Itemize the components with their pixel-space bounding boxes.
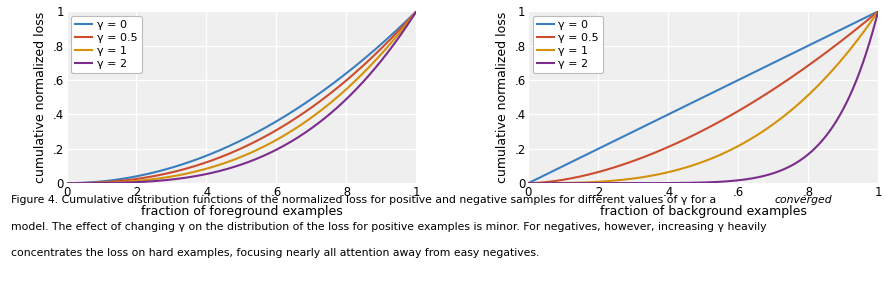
Text: model. The effect of changing γ on the distribution of the loss for positive exa: model. The effect of changing γ on the d… bbox=[11, 222, 766, 231]
γ = 0.5 bbox=[301, 109, 312, 112]
γ = 2 bbox=[334, 104, 345, 107]
γ = 0 bbox=[61, 181, 72, 185]
γ = 2 bbox=[795, 158, 805, 161]
γ = 0.5 bbox=[523, 181, 533, 185]
Y-axis label: cumulative normalized loss: cumulative normalized loss bbox=[34, 12, 47, 183]
γ = 2 bbox=[676, 181, 687, 185]
Legend: γ = 0, γ = 0.5, γ = 1, γ = 2: γ = 0, γ = 0.5, γ = 1, γ = 2 bbox=[71, 16, 142, 73]
γ = 2 bbox=[558, 181, 569, 185]
γ = 0 bbox=[558, 164, 569, 167]
Line: γ = 0: γ = 0 bbox=[528, 11, 877, 183]
γ = 0.5 bbox=[762, 91, 773, 94]
γ = 0 bbox=[795, 47, 805, 51]
γ = 0 bbox=[410, 10, 421, 13]
γ = 0 bbox=[872, 10, 882, 13]
γ = 1 bbox=[334, 94, 345, 97]
γ = 1 bbox=[558, 181, 569, 185]
γ = 0.5 bbox=[340, 79, 351, 83]
γ = 1 bbox=[801, 94, 812, 98]
γ = 2 bbox=[202, 172, 213, 176]
γ = 0.5 bbox=[558, 178, 569, 181]
γ = 2 bbox=[762, 173, 773, 176]
γ = 1 bbox=[872, 10, 882, 13]
γ = 0 bbox=[202, 153, 213, 157]
Line: γ = 0: γ = 0 bbox=[66, 11, 416, 183]
γ = 1 bbox=[301, 119, 312, 123]
γ = 2 bbox=[801, 153, 812, 157]
γ = 2 bbox=[61, 181, 72, 185]
Line: γ = 1: γ = 1 bbox=[528, 11, 877, 183]
γ = 0.5 bbox=[676, 139, 687, 142]
γ = 0 bbox=[215, 148, 226, 152]
γ = 2 bbox=[872, 10, 882, 13]
γ = 2 bbox=[215, 169, 226, 172]
γ = 0 bbox=[664, 112, 674, 115]
γ = 0 bbox=[801, 44, 812, 48]
γ = 0.5 bbox=[334, 85, 345, 88]
Line: γ = 2: γ = 2 bbox=[66, 11, 416, 183]
γ = 1 bbox=[762, 126, 773, 129]
γ = 0 bbox=[301, 101, 312, 104]
γ = 1 bbox=[61, 181, 72, 185]
γ = 0 bbox=[334, 77, 345, 80]
Line: γ = 1: γ = 1 bbox=[66, 11, 416, 183]
γ = 0.5 bbox=[872, 10, 882, 13]
Line: γ = 0.5: γ = 0.5 bbox=[528, 11, 877, 183]
γ = 2 bbox=[340, 98, 351, 101]
γ = 0.5 bbox=[410, 10, 421, 13]
γ = 1 bbox=[676, 167, 687, 170]
Legend: γ = 0, γ = 0.5, γ = 1, γ = 2: γ = 0, γ = 0.5, γ = 1, γ = 2 bbox=[532, 16, 602, 73]
γ = 0.5 bbox=[202, 160, 213, 164]
γ = 2 bbox=[97, 181, 107, 185]
γ = 0 bbox=[340, 72, 351, 76]
γ = 0 bbox=[676, 106, 687, 109]
X-axis label: fraction of foreground examples: fraction of foreground examples bbox=[140, 204, 342, 218]
γ = 0.5 bbox=[97, 181, 107, 184]
γ = 1 bbox=[795, 100, 805, 103]
γ = 1 bbox=[340, 88, 351, 91]
γ = 0.5 bbox=[215, 155, 226, 159]
γ = 1 bbox=[215, 163, 226, 166]
γ = 1 bbox=[202, 167, 213, 170]
Line: γ = 2: γ = 2 bbox=[528, 11, 877, 183]
γ = 1 bbox=[97, 181, 107, 185]
γ = 2 bbox=[410, 10, 421, 13]
γ = 2 bbox=[664, 181, 674, 185]
X-axis label: fraction of background examples: fraction of background examples bbox=[599, 204, 805, 218]
γ = 0 bbox=[762, 64, 773, 67]
γ = 0.5 bbox=[795, 69, 805, 72]
γ = 2 bbox=[523, 181, 533, 185]
γ = 0.5 bbox=[664, 145, 674, 148]
Y-axis label: cumulative normalized loss: cumulative normalized loss bbox=[495, 12, 509, 183]
γ = 0.5 bbox=[61, 181, 72, 185]
γ = 1 bbox=[410, 10, 421, 13]
Text: concentrates the loss on hard examples, focusing nearly all attention away from : concentrates the loss on hard examples, … bbox=[11, 248, 539, 258]
γ = 1 bbox=[664, 170, 674, 174]
Text: converged: converged bbox=[773, 195, 831, 204]
γ = 0 bbox=[97, 180, 107, 183]
Text: Figure 4. Cumulative distribution functions of the normalized loss for positive : Figure 4. Cumulative distribution functi… bbox=[11, 195, 719, 204]
γ = 1 bbox=[523, 181, 533, 185]
γ = 0.5 bbox=[801, 64, 812, 68]
Line: γ = 0.5: γ = 0.5 bbox=[66, 11, 416, 183]
γ = 0 bbox=[523, 181, 533, 185]
γ = 2 bbox=[301, 130, 312, 133]
